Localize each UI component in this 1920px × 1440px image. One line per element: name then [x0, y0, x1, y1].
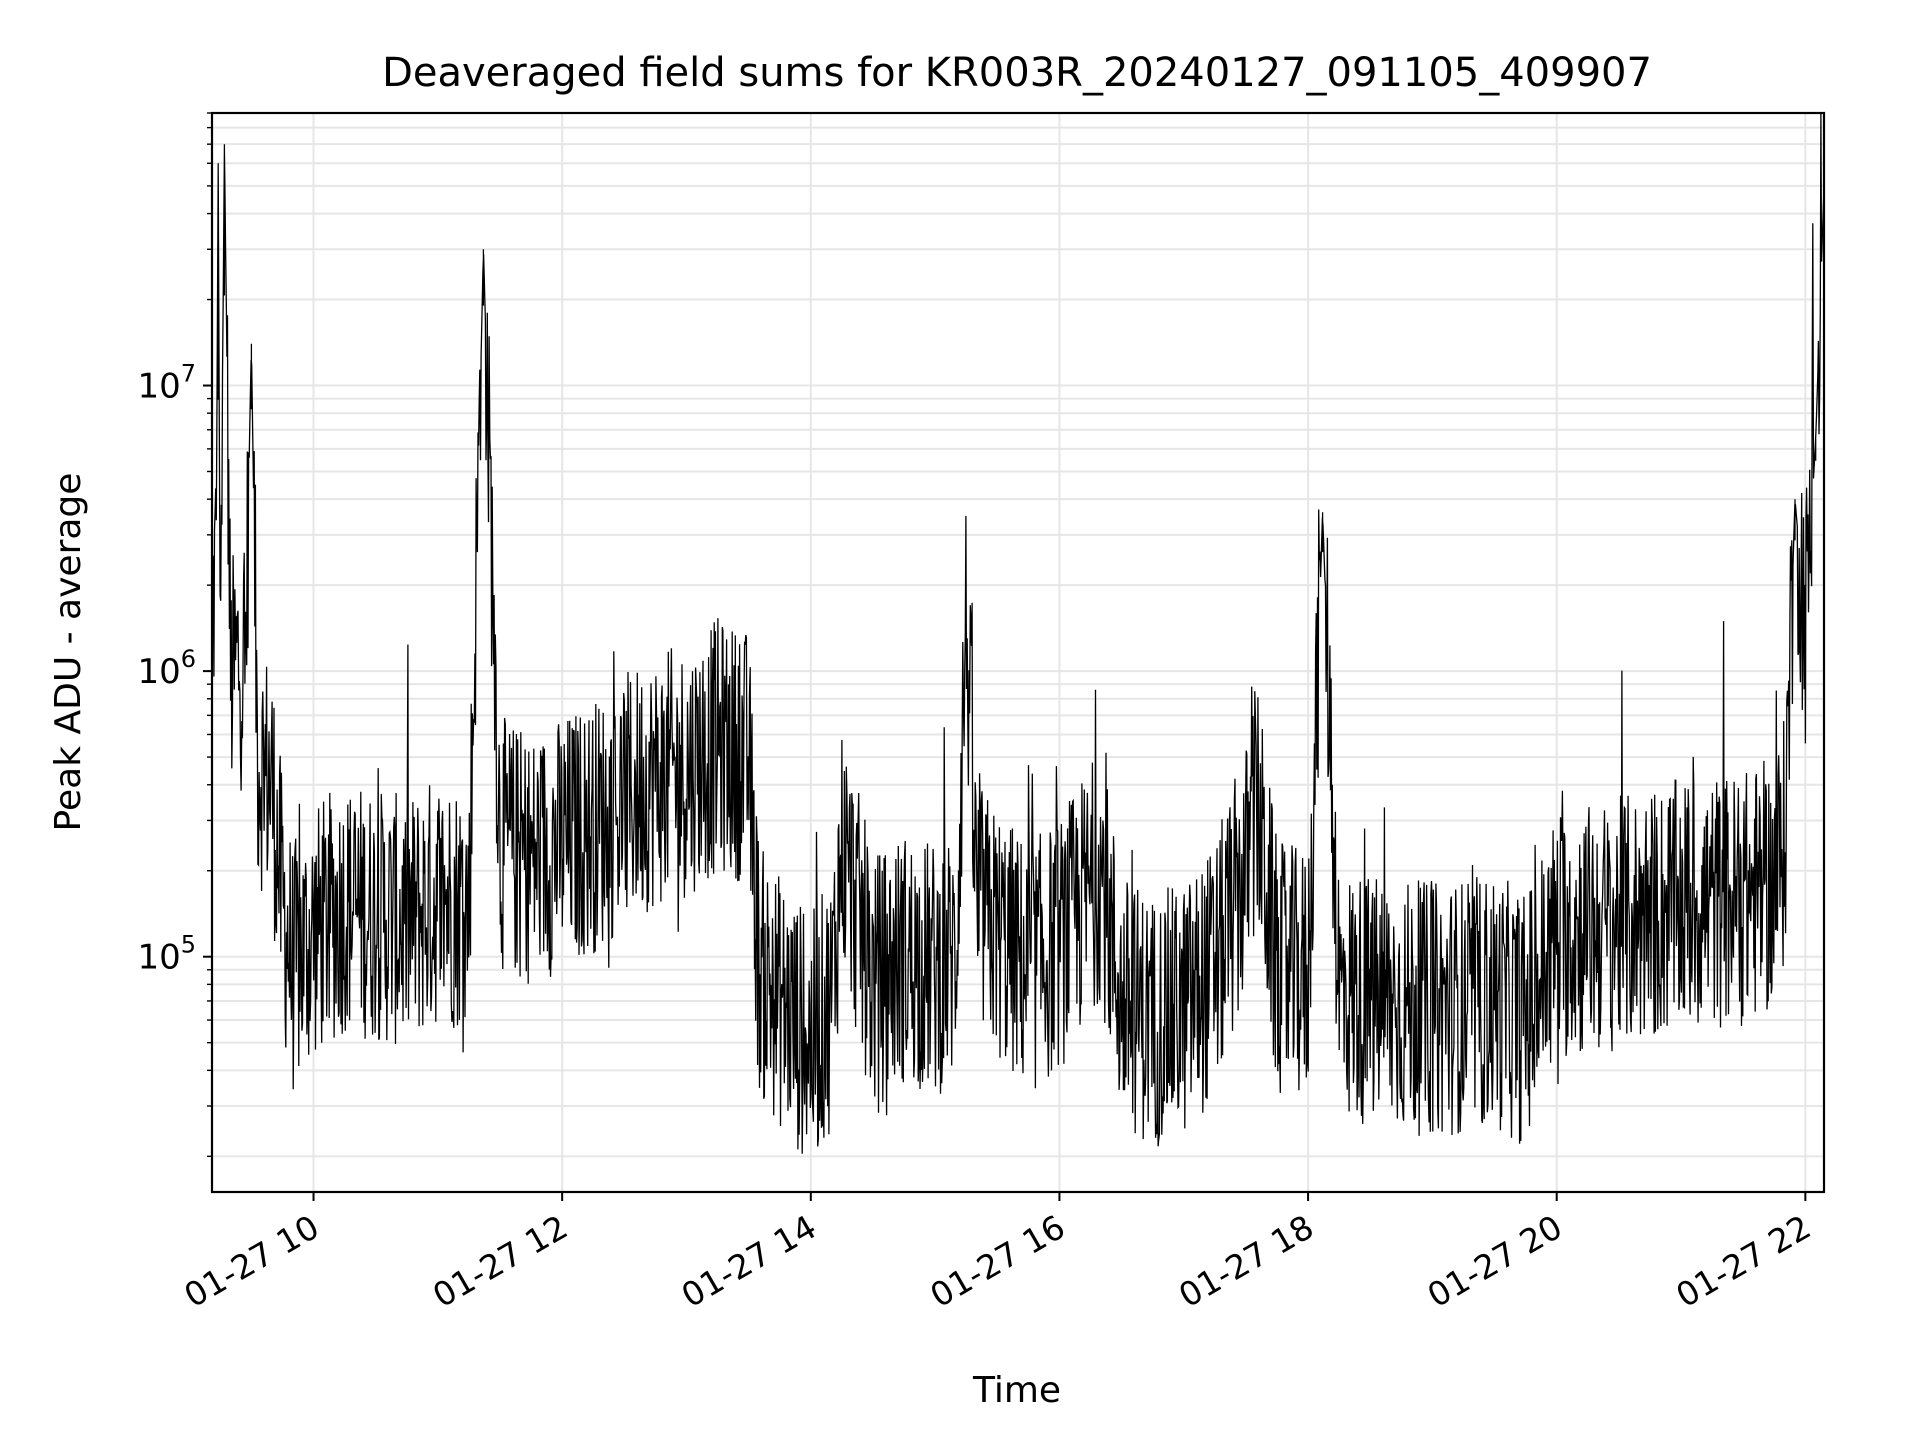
y-tick-label: 106: [137, 645, 196, 692]
y-tick-label-exponent: 6: [181, 645, 196, 673]
y-tick-label-base: 10: [137, 652, 180, 692]
y-tick-label-exponent: 5: [181, 931, 196, 959]
y-tick-label-base: 10: [137, 367, 180, 407]
x-axis-label: Time: [972, 1370, 1061, 1411]
chart-title: Deaveraged field sums for KR003R_2024012…: [382, 50, 1652, 96]
y-axis-label: Peak ADU - average: [48, 473, 89, 832]
y-tick-label-base: 10: [137, 938, 180, 978]
y-tick-label-exponent: 7: [181, 360, 196, 388]
y-tick-label: 105: [137, 931, 196, 978]
plot-frame: [210, 111, 1826, 1194]
y-tick-label: 107: [137, 360, 196, 407]
